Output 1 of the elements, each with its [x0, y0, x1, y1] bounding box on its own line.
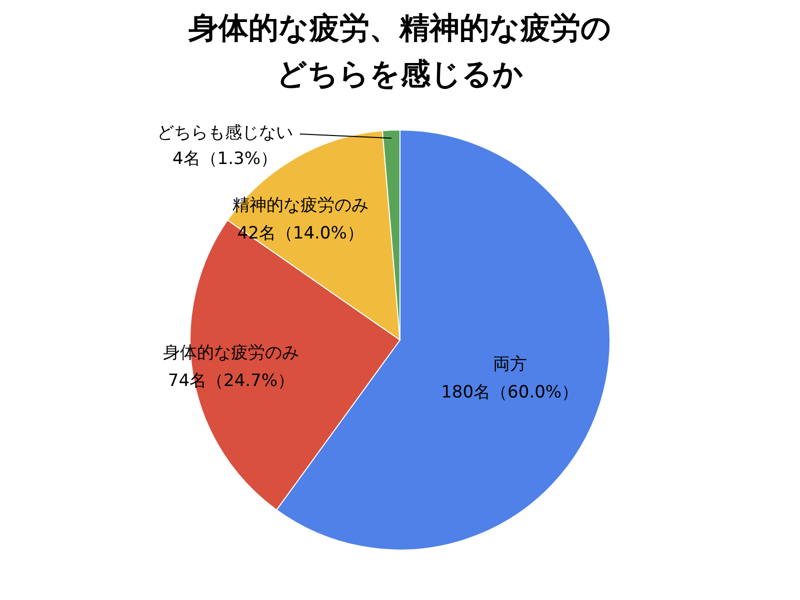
title: 身体的な疲労、精神的な疲労のどちらを感じるか — [187, 10, 612, 94]
